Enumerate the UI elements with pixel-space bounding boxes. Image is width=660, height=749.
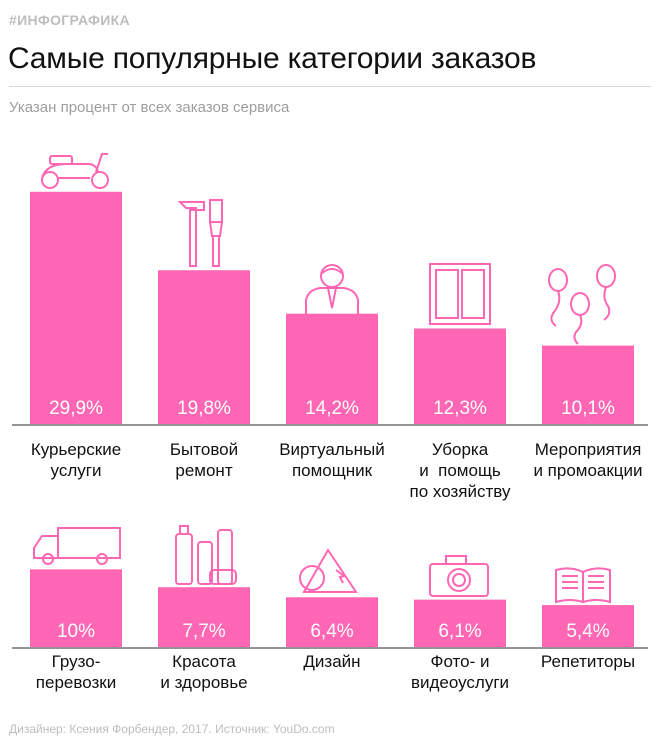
category-label-line: и здоровье: [160, 673, 247, 692]
bar-value-label: 6,4%: [310, 621, 353, 642]
category-label: Дизайн: [303, 652, 360, 671]
bar: [30, 569, 122, 647]
bar-value-label: 10%: [57, 621, 95, 642]
design-shapes-icon: [299, 548, 358, 593]
category-label-line: и помощь: [419, 461, 501, 480]
book-icon: [555, 567, 611, 604]
bar: [158, 587, 250, 647]
cosmetics-icon: [175, 525, 237, 585]
category-label-line: видеоуслуги: [411, 673, 509, 692]
bar-value-label: 10,1%: [561, 398, 615, 419]
tools-icon: [177, 199, 223, 267]
bar: [542, 605, 634, 647]
category-label-line: услуги: [51, 461, 102, 480]
bar: [30, 191, 122, 424]
bar-value-label: 6,1%: [438, 621, 481, 642]
bar: [158, 270, 250, 424]
category-label-line: и промоакции: [533, 461, 642, 480]
chart-subtitle: Указан процент от всех заказов сервиса: [9, 99, 290, 116]
category-label-line: Бытовой: [170, 440, 238, 459]
category-label: Репетиторы: [541, 652, 635, 671]
category-label-line: по хозяйству: [410, 482, 511, 501]
assistant-icon: [305, 264, 359, 314]
category-label-line: Уборка: [432, 440, 489, 459]
bar-value-label: 5,4%: [566, 621, 609, 642]
category-label: Мероприятия и промоакции: [533, 440, 642, 480]
category-label-line: Репетиторы: [541, 652, 635, 671]
chart-title: Самые популярные категории заказов: [8, 42, 537, 75]
window-icon: [429, 263, 491, 325]
category-label-line: помощник: [292, 461, 373, 480]
bar: [414, 599, 506, 647]
category-label-line: перевозки: [36, 673, 116, 692]
bar: [414, 328, 506, 424]
bar-value-label: 14,2%: [305, 398, 359, 419]
bar-value-label: 12,3%: [433, 398, 487, 419]
category-label-line: Виртуальный: [279, 440, 385, 459]
camera-icon: [429, 555, 489, 597]
bar: [542, 345, 634, 424]
category-label: Фото- и видеоуслуги: [411, 652, 509, 692]
balloons-icon: [548, 264, 616, 345]
title-divider: [9, 86, 651, 87]
category-label-line: Курьерские: [31, 440, 121, 459]
category-label-line: Грузо-: [52, 652, 101, 671]
bar-value-label: 7,7%: [182, 621, 225, 642]
footer-credit: Дизайнер: Ксения Форбендер, 2017. Источн…: [9, 722, 335, 736]
category-label: Бытовой ремонт: [170, 440, 238, 480]
infographic-tag: #ИНФОГРАФИКА: [9, 12, 130, 28]
bar: [286, 597, 378, 647]
bar-value-label: 29,9%: [49, 398, 103, 419]
category-label-line: Фото- и: [431, 652, 490, 671]
category-label: Грузо-перевозки: [36, 652, 116, 692]
category-label: Красота и здоровье: [160, 652, 247, 692]
category-label-line: ремонт: [175, 461, 232, 480]
category-label: Курьерские услуги: [31, 440, 121, 480]
bar-value-label: 19,8%: [177, 398, 231, 419]
category-label-line: Мероприятия: [535, 440, 642, 459]
truck-icon: [33, 527, 121, 565]
category-label-line: Красота: [172, 652, 236, 671]
scooter-icon: [41, 153, 109, 189]
category-label: Виртуальный помощник: [279, 440, 385, 480]
category-label-line: Дизайн: [303, 652, 360, 671]
category-label: Уборка и помощь по хозяйству: [410, 440, 511, 501]
bar: [286, 313, 378, 424]
